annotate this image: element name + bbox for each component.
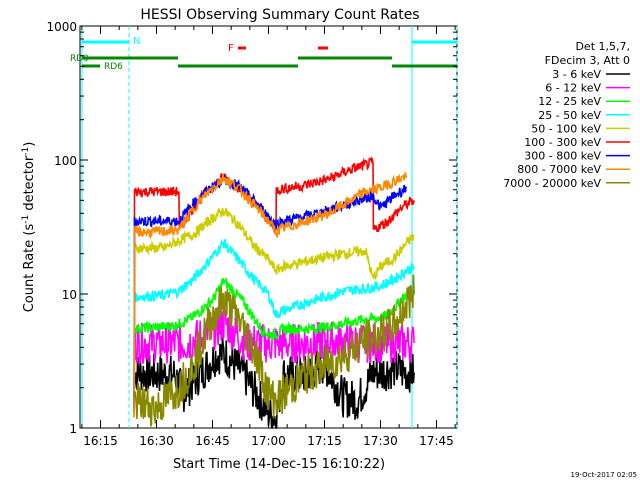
x-tick-label: 16:30 — [139, 434, 174, 448]
legend-entry-label: 100 - 300 keV — [524, 136, 601, 149]
series-line — [133, 336, 415, 429]
series-line — [133, 172, 408, 418]
legend-header: Det 1,5,7, — [575, 40, 630, 53]
x-tick-label: 17:00 — [251, 434, 286, 448]
series-line — [133, 238, 415, 414]
legend-entry-label: 6 - 12 keV — [545, 82, 601, 95]
y-tick-label: 1000 — [46, 20, 77, 34]
flare-label: F — [228, 43, 234, 54]
y-tick-label: 1 — [69, 422, 77, 436]
x-tick-label: 17:45 — [419, 434, 454, 448]
x-tick-label: 16:45 — [195, 434, 230, 448]
x-tick-label: 17:15 — [307, 434, 342, 448]
rd0-label: RD0 — [70, 54, 89, 64]
legend-entry-label: 25 - 50 keV — [538, 109, 601, 122]
x-tick-label: 16:15 — [83, 434, 118, 448]
legend-entry-label: 300 - 800 keV — [524, 150, 601, 163]
y-tick-label: 100 — [54, 154, 77, 168]
x-axis-label: Start Time (14-Dec-15 16:10:22) — [173, 457, 385, 472]
status-flags: N F RD0 RD6 — [70, 26, 458, 428]
series-line — [133, 274, 415, 427]
rd6-label: RD6 — [104, 62, 123, 72]
y-axis-label: Count Rate (s-1 detector-1) — [21, 142, 37, 313]
legend-entry-label: 800 - 7000 keV — [517, 163, 601, 176]
legend-entry-label: 50 - 100 keV — [531, 122, 601, 135]
x-axis: 16:15 16:30 16:45 17:00 17:15 17:30 17:45 — [81, 26, 456, 448]
night-label: N — [133, 36, 140, 47]
series-line — [133, 207, 415, 413]
y-tick-label: 10 — [62, 288, 77, 302]
legend-entry-label: 7000 - 20000 keV — [503, 177, 601, 190]
series-group — [133, 156, 415, 429]
legend-header: FDecim 3, Att 0 — [545, 54, 630, 67]
legend-entry-label: 3 - 6 keV — [552, 68, 601, 81]
y-axis: 1 10 100 1000 — [46, 20, 457, 436]
legend-entry-label: 12 - 25 keV — [538, 95, 601, 108]
chart-title: HESSI Observing Summary Count Rates — [140, 7, 419, 23]
footer-timestamp: 19-Oct-2017 02:05 — [571, 471, 637, 479]
x-tick-label: 17:30 — [363, 434, 398, 448]
